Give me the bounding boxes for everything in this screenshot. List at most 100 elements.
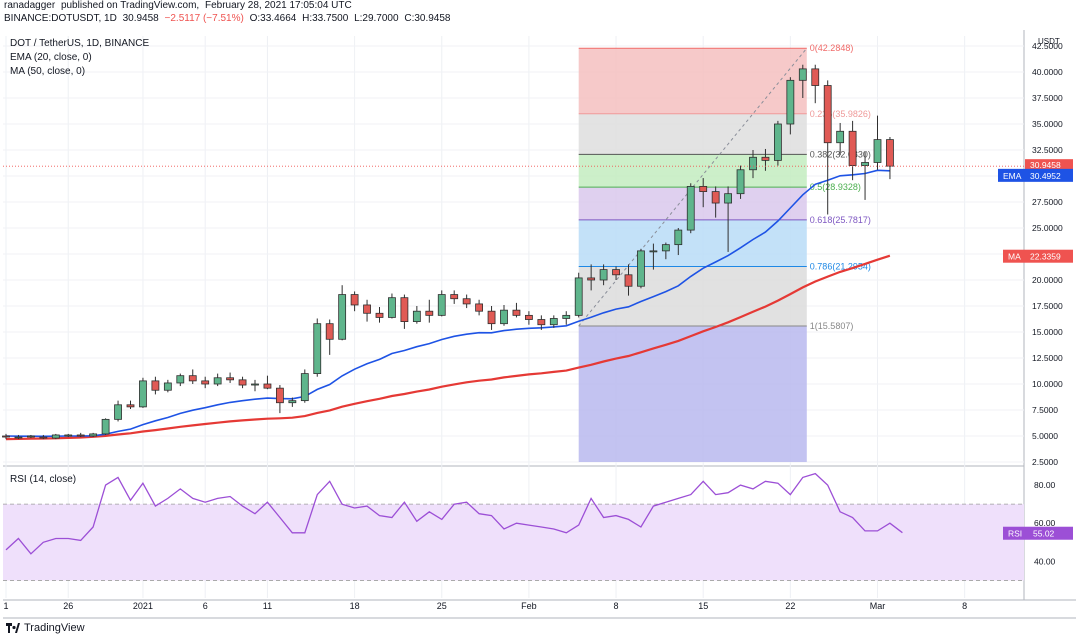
candle-body[interactable] <box>861 162 869 166</box>
candle-body[interactable] <box>226 377 235 381</box>
candle-body[interactable] <box>711 191 720 204</box>
candle-body[interactable] <box>836 130 845 144</box>
candle-body[interactable] <box>338 294 347 340</box>
candle-body[interactable] <box>325 323 334 340</box>
ma-50-line[interactable] <box>5 254 891 441</box>
close-value: C:30.9458 <box>404 13 451 24</box>
candle-body[interactable] <box>549 318 558 326</box>
ema-20-line[interactable] <box>5 169 890 438</box>
candle-body[interactable] <box>649 250 658 253</box>
y-tick-label: 32.5000 <box>1032 145 1063 155</box>
candle-body[interactable] <box>76 434 85 437</box>
candle-body[interactable] <box>599 269 608 281</box>
candle-body[interactable] <box>288 400 297 404</box>
candle-body[interactable] <box>213 377 222 385</box>
candle-body[interactable] <box>612 269 620 276</box>
y-tick-label: 40.0000 <box>1032 67 1063 77</box>
candle-body[interactable] <box>412 310 421 323</box>
candle-body[interactable] <box>537 319 546 326</box>
candle-body[interactable] <box>749 156 757 171</box>
candle-body[interactable] <box>26 435 35 438</box>
rsi-legend[interactable]: RSI (14, close) <box>10 474 77 485</box>
ema-value-badge <box>998 168 1073 182</box>
candle-body[interactable] <box>388 297 396 318</box>
candle-body[interactable] <box>64 434 73 437</box>
candle-body[interactable] <box>873 139 882 163</box>
candle-body[interactable] <box>101 418 110 435</box>
candle-body[interactable] <box>51 434 60 439</box>
rsi-band <box>3 504 1024 581</box>
ma-legend[interactable]: MA (50, close, 0) <box>10 66 86 77</box>
candle-body[interactable] <box>587 277 596 281</box>
candle-body[interactable] <box>151 380 160 391</box>
candle-body[interactable] <box>562 314 571 319</box>
candle-body[interactable] <box>126 404 135 408</box>
candle-body[interactable] <box>686 185 695 231</box>
candle-body[interactable] <box>139 380 147 408</box>
candle-body[interactable] <box>263 383 272 389</box>
candle-body[interactable] <box>163 382 172 391</box>
ema-legend[interactable]: EMA (20, close, 0) <box>10 52 92 63</box>
candle-body[interactable] <box>2 435 10 438</box>
candle-body[interactable] <box>674 229 683 246</box>
candle-body[interactable] <box>823 85 832 144</box>
candle-body[interactable] <box>89 433 98 437</box>
candle-body[interactable] <box>176 375 185 384</box>
fib-level-label: 0.236(35.9826) <box>810 109 871 119</box>
candle-body[interactable] <box>188 375 197 382</box>
candle-body[interactable] <box>848 130 857 166</box>
candle-body[interactable] <box>437 294 446 316</box>
candle-body[interactable] <box>375 312 384 318</box>
x-tick-label: Mar <box>870 601 886 611</box>
candle-body[interactable] <box>300 373 309 402</box>
candle-body[interactable] <box>811 68 820 86</box>
fib-zone <box>578 266 807 326</box>
candle-body[interactable] <box>363 304 371 314</box>
candle-body[interactable] <box>512 309 521 316</box>
candle-body[interactable] <box>39 436 48 439</box>
candle-body[interactable] <box>661 244 670 252</box>
fib-zone <box>578 113 807 155</box>
candle-body[interactable] <box>736 169 745 195</box>
candle-body[interactable] <box>275 387 284 404</box>
fib-level-label: 0.5(28.9328) <box>810 182 861 192</box>
candle-body[interactable] <box>525 314 533 320</box>
y-tick-label: 7.5000 <box>1032 405 1058 415</box>
candle-body[interactable] <box>475 303 484 312</box>
candle-body[interactable] <box>724 193 732 204</box>
low-value: L:29.7000 <box>354 13 399 24</box>
x-tick-label: 15 <box>698 601 708 611</box>
candle-body[interactable] <box>350 294 359 306</box>
x-tick-label: 26 <box>63 601 73 611</box>
candle-body[interactable] <box>637 250 645 287</box>
candle-body[interactable] <box>574 277 583 316</box>
candle-body[interactable] <box>450 294 459 300</box>
candle-body[interactable] <box>201 380 210 385</box>
y-tick-label: 10.0000 <box>1032 379 1063 389</box>
candle-body[interactable] <box>114 404 122 420</box>
candle-body[interactable] <box>886 139 894 167</box>
y-tick-label: 17.5000 <box>1032 301 1063 311</box>
candle-body[interactable] <box>238 379 247 386</box>
last-price-value: 30.9458 <box>122 13 159 24</box>
rsi-line[interactable] <box>5 472 903 555</box>
candle-body[interactable] <box>774 123 782 161</box>
candle-body[interactable] <box>500 309 508 325</box>
candle-body[interactable] <box>798 68 807 81</box>
candle-body[interactable] <box>487 310 496 325</box>
candle-body[interactable] <box>786 79 795 125</box>
y-tick-label: 25.0000 <box>1032 223 1063 233</box>
candle-body[interactable] <box>14 436 23 439</box>
candle-body[interactable] <box>624 274 633 287</box>
publisher-name[interactable]: ranadagger <box>4 0 56 11</box>
candle-body[interactable] <box>761 156 770 161</box>
candle-body[interactable] <box>462 298 471 305</box>
candle-body[interactable] <box>425 310 434 316</box>
candle-body[interactable] <box>313 323 322 374</box>
fib-level-label: 0.618(25.7817) <box>810 215 871 225</box>
candle-body[interactable] <box>400 297 409 322</box>
candle-body[interactable] <box>251 383 259 386</box>
candle-body[interactable] <box>699 185 708 192</box>
x-tick-label: 22 <box>785 601 795 611</box>
